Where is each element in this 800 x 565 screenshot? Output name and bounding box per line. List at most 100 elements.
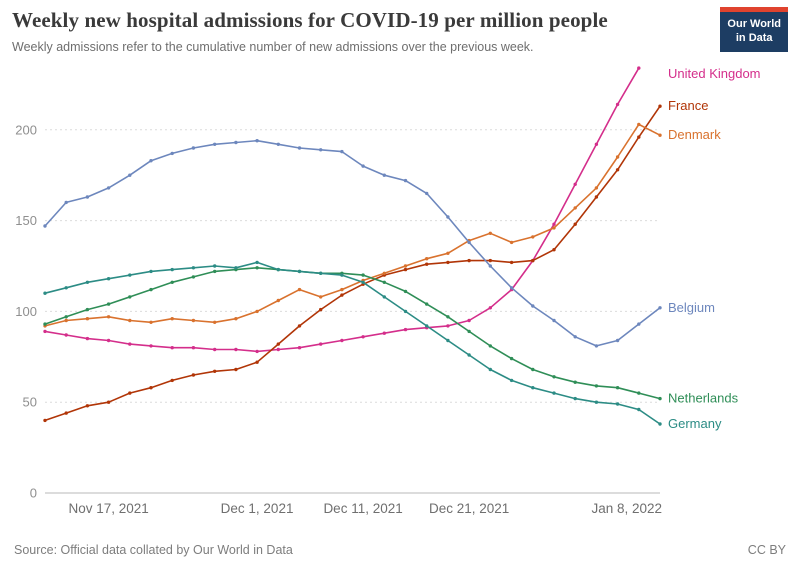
data-point	[382, 271, 386, 275]
series-line-denmark[interactable]	[44, 123, 661, 327]
data-point	[170, 267, 174, 272]
data-point	[552, 391, 556, 395]
data-point	[552, 222, 556, 226]
data-point	[276, 298, 280, 303]
data-point	[446, 324, 450, 328]
data-point	[319, 307, 323, 312]
data-point	[128, 318, 132, 323]
x-tick-label: Dec 21, 2021	[429, 501, 509, 516]
data-point	[446, 260, 450, 265]
data-point	[637, 135, 641, 139]
license-badge[interactable]: CC BY	[747, 543, 786, 557]
data-point	[64, 200, 68, 205]
data-point	[573, 380, 577, 384]
data-point	[255, 266, 259, 270]
series-label-denmark[interactable]: Denmark	[668, 127, 721, 142]
data-point	[531, 235, 535, 239]
x-tick-label: Jan 8, 2022	[591, 501, 662, 516]
data-point	[361, 164, 365, 168]
data-point	[255, 349, 259, 354]
data-point	[425, 262, 429, 266]
data-point	[234, 317, 238, 321]
data-point	[467, 258, 471, 263]
data-point	[531, 258, 535, 263]
data-point	[403, 178, 408, 183]
data-point	[170, 378, 174, 383]
data-point	[191, 266, 196, 270]
owid-logo-line2: in Data	[735, 32, 773, 45]
data-point	[467, 329, 471, 334]
data-point	[297, 287, 302, 292]
data-point	[340, 293, 344, 297]
data-point	[488, 264, 492, 268]
series-germany[interactable]	[43, 260, 662, 426]
data-point	[615, 338, 620, 343]
data-point	[128, 295, 132, 299]
data-point	[213, 347, 217, 352]
x-tick-label: Dec 1, 2021	[221, 501, 294, 516]
series-netherlands[interactable]	[43, 266, 662, 401]
line-chart: 0 50 100 150 200 Nov 17, 2021 Dec 1, 2021 Dec 1…	[15, 66, 761, 516]
data-point	[170, 280, 174, 284]
data-point	[149, 287, 153, 292]
data-point	[85, 404, 90, 408]
data-point	[594, 384, 599, 388]
data-point	[637, 122, 641, 127]
series-line-netherlands[interactable]	[44, 267, 661, 400]
data-point	[85, 280, 90, 284]
data-point	[446, 215, 450, 219]
data-point	[43, 329, 47, 334]
data-point	[425, 257, 429, 261]
y-tick-label: 50	[23, 395, 37, 410]
series-label-netherlands[interactable]: Netherlands	[668, 391, 739, 406]
data-point	[488, 344, 492, 348]
data-point	[509, 286, 514, 290]
series-denmark[interactable]	[43, 122, 662, 328]
data-point	[531, 304, 535, 308]
x-tick-label: Dec 11, 2021	[323, 501, 402, 516]
data-point	[361, 280, 365, 284]
data-point	[43, 291, 47, 295]
data-point	[594, 400, 599, 404]
data-point	[658, 422, 662, 426]
series-line-belgium[interactable]	[44, 139, 661, 347]
data-point	[615, 102, 620, 107]
data-point	[446, 251, 450, 255]
series-line-germany[interactable]	[44, 261, 661, 425]
data-point	[637, 66, 641, 70]
data-point	[340, 149, 344, 154]
data-point	[191, 373, 196, 377]
series-line-united-kingdom[interactable]	[44, 67, 640, 353]
data-point	[297, 269, 302, 274]
data-point	[213, 142, 217, 146]
data-point	[573, 396, 577, 401]
data-point	[425, 191, 429, 196]
series-france[interactable]	[43, 104, 662, 423]
series-label-germany[interactable]: Germany	[668, 416, 722, 431]
data-point	[403, 289, 408, 294]
series-united-kingdom[interactable]	[43, 66, 641, 354]
data-point	[170, 346, 174, 350]
data-point	[509, 260, 514, 265]
data-point	[403, 267, 408, 272]
chart-title: Weekly new hospital admissions for COVID…	[12, 8, 608, 32]
data-point	[509, 378, 514, 383]
owid-logo-line1: Our World	[727, 18, 781, 30]
data-point	[573, 222, 577, 226]
series-label-united-kingdom[interactable]: United Kingdom	[668, 66, 761, 81]
data-point	[361, 335, 365, 339]
data-point	[276, 342, 280, 346]
data-point	[43, 224, 47, 228]
data-point	[531, 367, 535, 372]
series-label-belgium[interactable]: Belgium	[668, 300, 715, 315]
series-label-france[interactable]: France	[668, 98, 708, 113]
series-belgium[interactable]	[43, 139, 662, 348]
data-point	[637, 407, 641, 412]
data-point	[573, 182, 577, 186]
data-point	[170, 317, 174, 321]
data-point	[64, 318, 68, 323]
data-point	[149, 386, 153, 390]
data-point	[170, 151, 174, 156]
data-point	[615, 155, 620, 159]
series-line-france[interactable]	[44, 105, 661, 422]
